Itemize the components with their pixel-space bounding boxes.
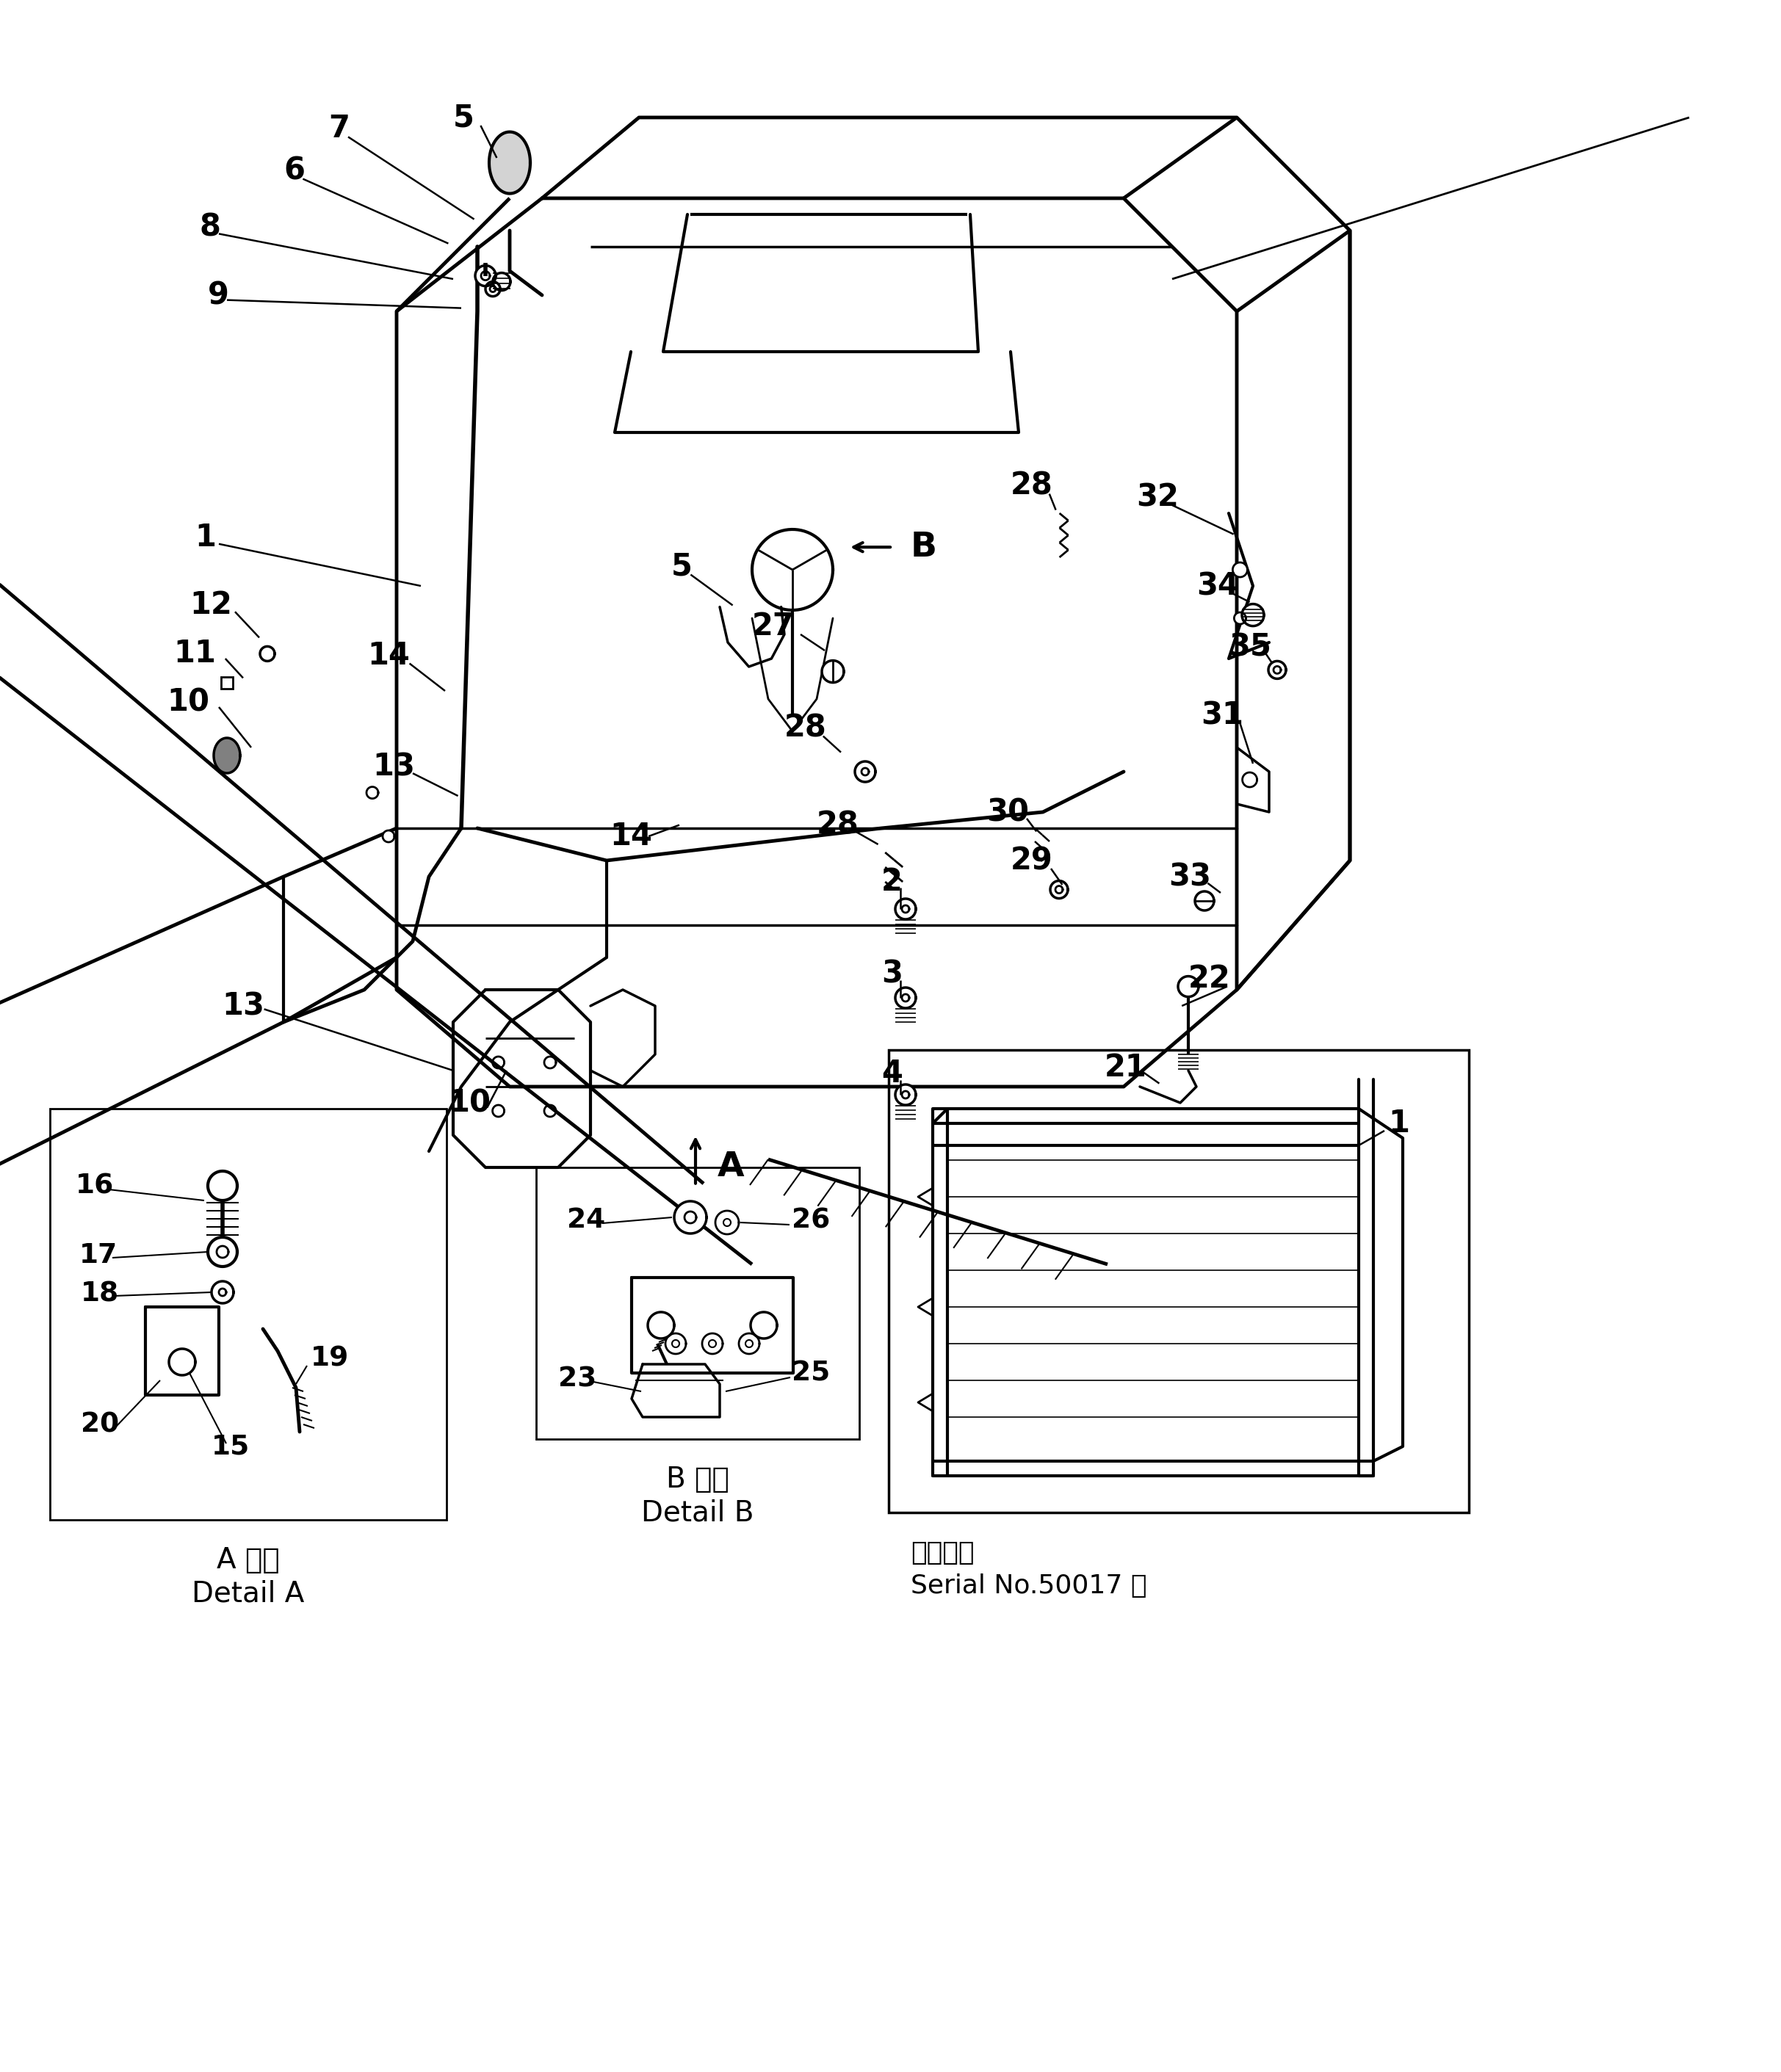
Text: 17: 17 [80, 1243, 118, 1268]
Polygon shape [1232, 562, 1247, 578]
Text: Serial No.50017 ～: Serial No.50017 ～ [910, 1573, 1147, 1598]
Text: Detail A: Detail A [192, 1579, 305, 1608]
Polygon shape [1177, 976, 1199, 997]
Text: 5: 5 [452, 102, 474, 133]
Bar [536, 1167, 858, 1440]
Text: 5: 5 [671, 551, 693, 582]
Text: 14: 14 [609, 821, 652, 852]
Text: 26: 26 [793, 1208, 830, 1233]
Polygon shape [490, 133, 531, 193]
Polygon shape [896, 899, 915, 920]
Polygon shape [675, 1202, 707, 1233]
Polygon shape [739, 1334, 759, 1353]
Text: 8: 8 [199, 211, 221, 242]
Text: 適用号機: 適用号機 [910, 1539, 974, 1564]
Text: 4: 4 [882, 1059, 903, 1090]
Bar [50, 1109, 447, 1521]
Text: 7: 7 [329, 114, 351, 145]
Polygon shape [702, 1334, 723, 1353]
Polygon shape [208, 1237, 237, 1266]
Text: B 詳細: B 詳細 [666, 1465, 728, 1494]
Text: 10: 10 [167, 686, 210, 717]
Polygon shape [1195, 891, 1215, 910]
Text: A 詳細: A 詳細 [217, 1546, 280, 1575]
Polygon shape [493, 1104, 504, 1117]
Polygon shape [1241, 603, 1265, 626]
Text: Detail B: Detail B [641, 1498, 753, 1527]
Polygon shape [545, 1104, 556, 1117]
Polygon shape [476, 265, 495, 286]
Polygon shape [208, 1171, 237, 1200]
Polygon shape [214, 738, 240, 773]
Text: 14: 14 [367, 640, 410, 671]
Text: 16: 16 [75, 1173, 114, 1200]
Text: A: A [718, 1150, 744, 1183]
Text: 11: 11 [173, 638, 216, 669]
Text: 2: 2 [882, 866, 903, 897]
Text: 34: 34 [1197, 570, 1240, 601]
Text: 28: 28 [1010, 470, 1053, 501]
Polygon shape [1268, 661, 1286, 680]
Text: 3: 3 [882, 957, 903, 988]
Polygon shape [212, 1280, 233, 1303]
Text: 10: 10 [449, 1088, 492, 1119]
Polygon shape [1051, 881, 1069, 899]
Text: 23: 23 [557, 1365, 597, 1392]
Polygon shape [666, 1334, 686, 1353]
Text: 20: 20 [80, 1411, 119, 1438]
Text: B: B [910, 530, 937, 564]
Polygon shape [367, 787, 378, 798]
Text: 1: 1 [1387, 1109, 1409, 1140]
Text: 22: 22 [1188, 963, 1231, 995]
Text: 24: 24 [566, 1208, 606, 1233]
Text: 27: 27 [752, 611, 794, 642]
Polygon shape [750, 1312, 777, 1339]
Polygon shape [493, 1057, 504, 1069]
Polygon shape [855, 760, 876, 781]
Polygon shape [260, 646, 274, 661]
Polygon shape [486, 282, 500, 296]
Polygon shape [493, 274, 511, 290]
Text: 35: 35 [1229, 632, 1272, 663]
Text: 9: 9 [208, 280, 228, 311]
Bar [889, 1051, 1469, 1513]
Text: 31: 31 [1200, 700, 1243, 731]
Polygon shape [821, 661, 844, 682]
Text: 18: 18 [80, 1280, 119, 1307]
Text: 1: 1 [194, 522, 216, 553]
Polygon shape [383, 831, 394, 841]
Text: 19: 19 [310, 1345, 349, 1372]
Polygon shape [896, 1084, 915, 1104]
Text: 6: 6 [283, 155, 305, 186]
Bar [221, 678, 233, 688]
Text: 13: 13 [223, 990, 265, 1021]
Text: 33: 33 [1168, 862, 1211, 893]
Text: 30: 30 [987, 796, 1029, 827]
Text: 15: 15 [212, 1434, 249, 1459]
Text: 28: 28 [817, 810, 858, 841]
Text: 21: 21 [1104, 1053, 1147, 1084]
Polygon shape [545, 1057, 556, 1069]
Text: 12: 12 [191, 591, 232, 622]
Text: 13: 13 [372, 752, 415, 783]
Polygon shape [716, 1210, 739, 1235]
Text: 25: 25 [793, 1359, 830, 1386]
Text: 28: 28 [784, 713, 826, 744]
Polygon shape [1234, 613, 1247, 624]
Polygon shape [648, 1312, 675, 1339]
Polygon shape [896, 988, 915, 1009]
Text: 29: 29 [1010, 845, 1053, 876]
Polygon shape [169, 1349, 196, 1376]
Text: 32: 32 [1136, 481, 1179, 512]
